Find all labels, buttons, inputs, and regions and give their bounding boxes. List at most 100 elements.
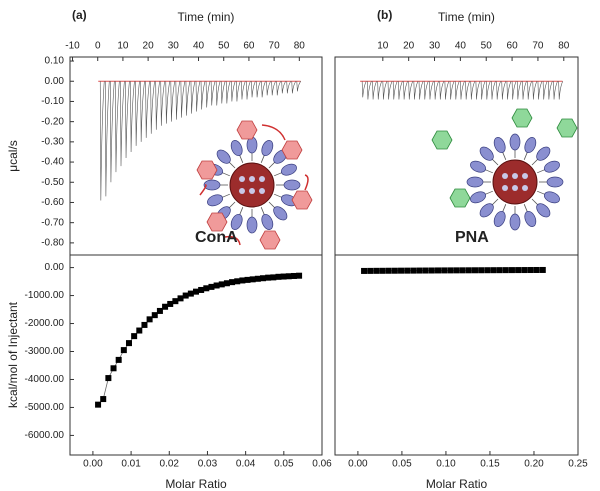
y-tick-label: -0.50 xyxy=(41,177,64,188)
injection-peak xyxy=(115,81,120,173)
sugar-ligand xyxy=(230,140,243,157)
data-point xyxy=(172,298,179,305)
sugar-ligand xyxy=(479,146,494,161)
data-point xyxy=(280,273,287,280)
injection-peak xyxy=(454,81,460,100)
x-tick-label: 0.00 xyxy=(83,459,103,470)
injection-peak xyxy=(501,81,507,100)
x-tick-label: 0.10 xyxy=(436,459,456,470)
injection-peak xyxy=(418,81,424,100)
data-point xyxy=(110,365,117,372)
arrow xyxy=(199,184,207,196)
y-tick-label: -0.10 xyxy=(41,96,64,107)
injection-peak xyxy=(180,81,186,118)
core-dot xyxy=(259,188,265,194)
x-tick-label: 0.25 xyxy=(568,459,588,470)
x-tick-label: 30 xyxy=(429,41,441,52)
injection-peak xyxy=(170,81,176,122)
injection-peak xyxy=(553,81,558,100)
data-point xyxy=(177,295,184,302)
injection-peak xyxy=(271,81,276,96)
y-tick-label: -4000.00 xyxy=(25,374,65,385)
sugar-ligand xyxy=(509,213,521,231)
data-point xyxy=(290,272,297,279)
data-point xyxy=(182,292,189,299)
x-tick-label: 0 xyxy=(95,41,101,52)
core-dot xyxy=(249,176,255,182)
injection-peak xyxy=(491,81,496,100)
injection-peak xyxy=(160,81,166,126)
x-tick-label: 0.15 xyxy=(480,459,500,470)
x-axis-title: Time (min) xyxy=(438,10,495,24)
injection-peak xyxy=(291,81,297,94)
data-point xyxy=(447,267,454,274)
data-point xyxy=(285,273,292,280)
x-tick-label: 0.06 xyxy=(312,459,332,470)
x-tick-label: 50 xyxy=(218,41,230,52)
x-axis-title: Molar Ratio xyxy=(426,477,488,491)
sugar-ligand xyxy=(261,140,274,157)
core-dot xyxy=(259,176,265,182)
data-point xyxy=(260,275,267,282)
sugar-ligand xyxy=(509,133,521,151)
data-point xyxy=(459,267,466,274)
x-tick-label: 70 xyxy=(269,41,281,52)
sugar-ligand xyxy=(479,203,494,218)
data-point xyxy=(120,347,127,354)
x-tick-label: 0.05 xyxy=(392,459,412,470)
injection-peak xyxy=(408,81,414,100)
data-point xyxy=(203,285,210,292)
injection-peak xyxy=(527,81,532,100)
sugar-ligand xyxy=(273,206,288,221)
data-point xyxy=(105,375,112,382)
core-dot xyxy=(522,173,528,179)
sugar-ligand xyxy=(261,213,274,230)
injection-peak xyxy=(367,81,372,100)
injection-peak xyxy=(241,81,246,100)
injection-peak xyxy=(286,81,292,94)
x-tick-label: 0.05 xyxy=(274,459,294,470)
y-axis-title: μcal/s xyxy=(6,140,20,172)
y-tick-label: -0.20 xyxy=(41,116,64,127)
data-point xyxy=(187,290,194,297)
data-point xyxy=(521,267,528,274)
data-point xyxy=(527,267,534,274)
x-tick-label: 70 xyxy=(532,41,544,52)
data-point xyxy=(208,283,215,290)
data-point xyxy=(146,316,153,323)
y-tick-label: 0.00 xyxy=(45,262,65,273)
arrow xyxy=(261,124,286,141)
injection-peak xyxy=(200,81,206,110)
injection-peak xyxy=(532,81,538,100)
plot-frame xyxy=(334,254,579,456)
injection-peak xyxy=(251,81,256,98)
sugar-ligand xyxy=(283,179,301,191)
y-tick-label: -1000.00 xyxy=(25,290,65,301)
data-point xyxy=(275,273,282,280)
sugar-ligand xyxy=(543,160,560,173)
injection-peak xyxy=(261,81,266,98)
sugar-ligand xyxy=(536,203,551,218)
data-point xyxy=(229,279,236,286)
sugar-ligand xyxy=(203,179,221,191)
injection-peak xyxy=(266,81,271,96)
lectin xyxy=(281,140,303,160)
x-tick-label: 40 xyxy=(455,41,467,52)
y-tick-label: -0.70 xyxy=(41,217,64,228)
data-point xyxy=(100,396,107,403)
data-point xyxy=(441,267,448,274)
x-tick-label: -10 xyxy=(65,41,80,52)
data-point xyxy=(496,267,503,274)
x-tick-label: 60 xyxy=(507,41,519,52)
data-point xyxy=(465,267,472,274)
injection-peak xyxy=(547,81,553,100)
injection-peak xyxy=(439,81,445,100)
injection-peak xyxy=(377,81,383,100)
x-tick-label: 50 xyxy=(481,41,493,52)
lectin xyxy=(196,160,218,180)
nanoparticle-core xyxy=(229,162,275,208)
data-point xyxy=(391,267,398,274)
injection-peak xyxy=(403,81,408,100)
data-point xyxy=(151,312,158,319)
x-tick-label: 10 xyxy=(117,41,129,52)
